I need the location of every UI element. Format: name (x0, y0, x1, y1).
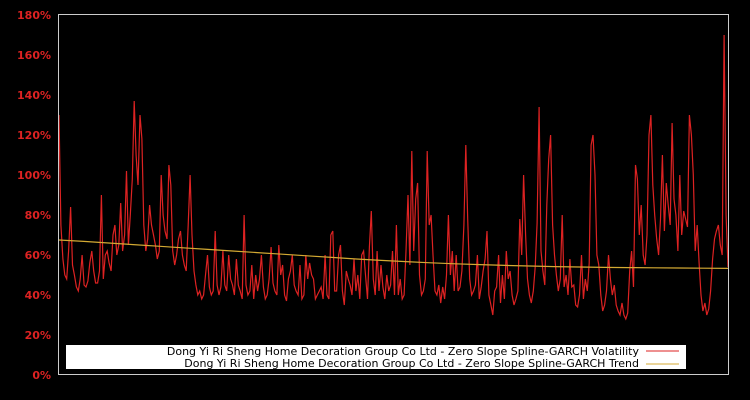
y-tick-label: 80% (25, 209, 51, 222)
y-tick-label: 40% (25, 289, 51, 302)
trend-line (58, 239, 729, 269)
legend-label-trend: Dong Yi Ri Sheng Home Decoration Group C… (184, 357, 639, 370)
y-tick-label: 160% (17, 49, 51, 62)
y-axis: 0% 20% 40% 60% 80% 100% 120% 140% 160% 1… (17, 9, 51, 382)
volatility-line (58, 34, 729, 321)
y-tick-label: 100% (17, 169, 51, 182)
y-tick-label: 0% (32, 369, 51, 382)
y-tick-label: 140% (17, 89, 51, 102)
y-tick-label: 120% (17, 129, 51, 142)
legend: Dong Yi Ri Sheng Home Decoration Group C… (66, 345, 686, 370)
y-tick-label: 60% (25, 249, 51, 262)
plot-border (58, 14, 729, 375)
legend-box (66, 345, 686, 369)
plot-area (58, 34, 729, 321)
legend-label-volatility: Dong Yi Ri Sheng Home Decoration Group C… (167, 345, 640, 358)
y-tick-label: 20% (25, 329, 51, 342)
y-tick-label: 180% (17, 9, 51, 22)
